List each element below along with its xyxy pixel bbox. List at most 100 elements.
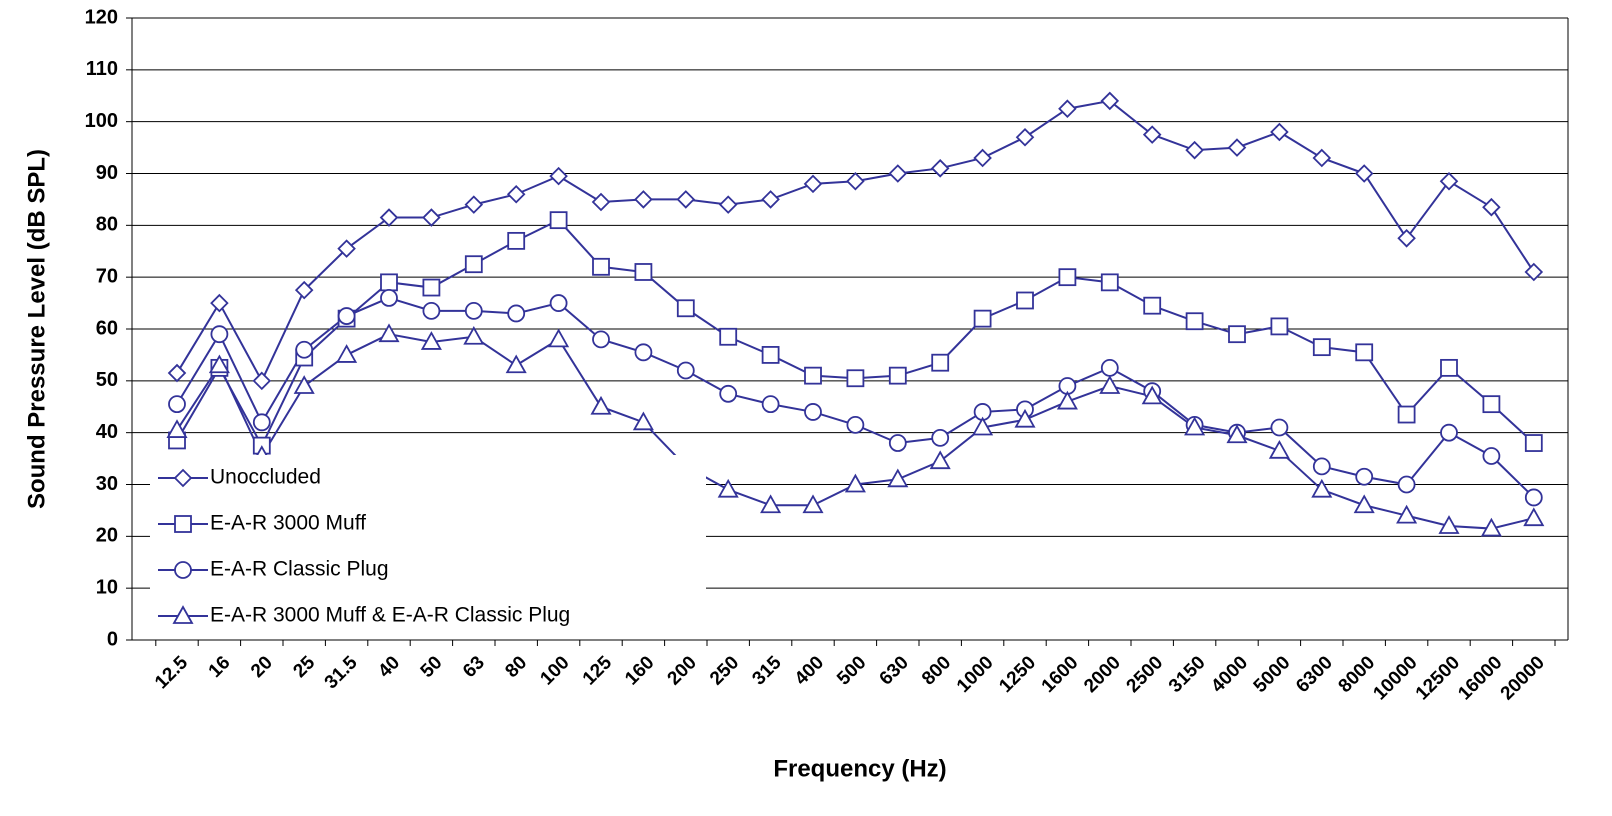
marker bbox=[804, 403, 822, 421]
marker bbox=[1355, 467, 1374, 486]
x-tick-label: 2000 bbox=[1080, 652, 1125, 697]
marker bbox=[760, 494, 782, 514]
marker bbox=[1226, 424, 1248, 444]
legend-label: Unoccluded bbox=[210, 466, 321, 489]
marker bbox=[803, 174, 823, 194]
x-axis-title: Frequency (Hz) bbox=[773, 755, 946, 782]
marker bbox=[888, 434, 907, 452]
marker bbox=[846, 415, 865, 434]
marker bbox=[1311, 478, 1333, 498]
marker bbox=[463, 325, 485, 345]
x-tick-label: 200 bbox=[664, 652, 701, 689]
marker bbox=[174, 515, 192, 533]
marker bbox=[1185, 312, 1204, 331]
marker bbox=[210, 293, 229, 313]
marker bbox=[676, 299, 695, 318]
marker bbox=[1312, 148, 1332, 168]
marker bbox=[422, 278, 441, 297]
y-tick-label: 30 bbox=[96, 473, 118, 495]
marker bbox=[1268, 439, 1290, 459]
x-tick-label: 3150 bbox=[1165, 652, 1210, 697]
y-tick-label: 90 bbox=[96, 162, 118, 184]
marker bbox=[167, 363, 187, 383]
marker bbox=[173, 468, 193, 488]
marker bbox=[1312, 338, 1331, 357]
marker bbox=[507, 231, 526, 250]
marker bbox=[1482, 395, 1501, 414]
x-tick-label: 500 bbox=[833, 652, 870, 689]
marker bbox=[1185, 140, 1204, 160]
marker bbox=[1143, 296, 1162, 315]
marker bbox=[1184, 416, 1206, 436]
y-tick-label: 0 bbox=[107, 628, 118, 650]
marker bbox=[336, 344, 358, 363]
x-tick-label: 20 bbox=[247, 652, 277, 682]
marker bbox=[1016, 291, 1034, 310]
marker bbox=[422, 208, 441, 227]
marker bbox=[632, 411, 654, 431]
marker bbox=[634, 263, 653, 281]
x-tick-label: 25 bbox=[289, 652, 319, 682]
x-tick-label: 400 bbox=[791, 652, 828, 689]
marker bbox=[1270, 418, 1289, 437]
x-tick-label: 4000 bbox=[1207, 652, 1252, 697]
marker bbox=[1438, 515, 1460, 534]
marker bbox=[1099, 375, 1121, 394]
x-tick-label: 10000 bbox=[1369, 652, 1421, 704]
marker bbox=[549, 166, 568, 186]
marker bbox=[464, 301, 483, 320]
marker bbox=[1482, 197, 1501, 217]
y-tick-label: 120 bbox=[85, 6, 118, 28]
series-line bbox=[176, 218, 1535, 448]
marker bbox=[1228, 325, 1246, 344]
marker bbox=[1397, 475, 1416, 494]
marker bbox=[1397, 229, 1416, 248]
marker bbox=[761, 346, 780, 364]
marker bbox=[719, 384, 738, 403]
marker bbox=[1353, 494, 1375, 514]
marker bbox=[1142, 125, 1162, 144]
marker bbox=[548, 328, 570, 348]
x-tick-label: 16 bbox=[205, 652, 235, 682]
x-tick-label: 250 bbox=[706, 652, 743, 689]
marker bbox=[464, 255, 483, 274]
x-tick-label: 315 bbox=[748, 652, 786, 690]
marker bbox=[1355, 343, 1374, 362]
marker bbox=[1270, 317, 1289, 336]
x-tick-label: 20000 bbox=[1497, 652, 1549, 704]
x-tick-label: 160 bbox=[621, 652, 658, 689]
marker bbox=[844, 473, 866, 493]
marker bbox=[931, 428, 950, 447]
marker bbox=[1312, 457, 1331, 476]
marker bbox=[717, 478, 739, 498]
marker bbox=[295, 340, 314, 359]
marker bbox=[174, 561, 192, 579]
marker bbox=[592, 330, 610, 349]
marker bbox=[846, 172, 865, 191]
legend-box bbox=[150, 455, 706, 639]
marker bbox=[337, 307, 356, 325]
marker bbox=[1058, 268, 1077, 287]
y-tick-label: 70 bbox=[96, 265, 118, 287]
marker bbox=[931, 353, 950, 372]
marker bbox=[634, 343, 653, 362]
marker bbox=[1439, 172, 1459, 191]
marker bbox=[420, 331, 442, 350]
y-tick-label: 110 bbox=[86, 58, 118, 80]
x-tick-label: 16000 bbox=[1454, 652, 1506, 704]
marker bbox=[464, 195, 484, 214]
marker bbox=[676, 361, 695, 380]
marker bbox=[1270, 122, 1289, 142]
marker bbox=[1100, 273, 1119, 292]
marker bbox=[718, 195, 738, 214]
marker bbox=[929, 450, 951, 470]
x-tick-label: 6300 bbox=[1292, 652, 1337, 697]
marker bbox=[1141, 385, 1163, 405]
marker bbox=[507, 304, 526, 323]
y-tick-label: 40 bbox=[96, 421, 118, 443]
marker bbox=[1440, 358, 1458, 377]
marker bbox=[1524, 262, 1544, 282]
legend-label: E-A-R 3000 Muff bbox=[210, 512, 366, 535]
x-tick-label: 1600 bbox=[1038, 652, 1083, 697]
marker bbox=[973, 148, 992, 168]
